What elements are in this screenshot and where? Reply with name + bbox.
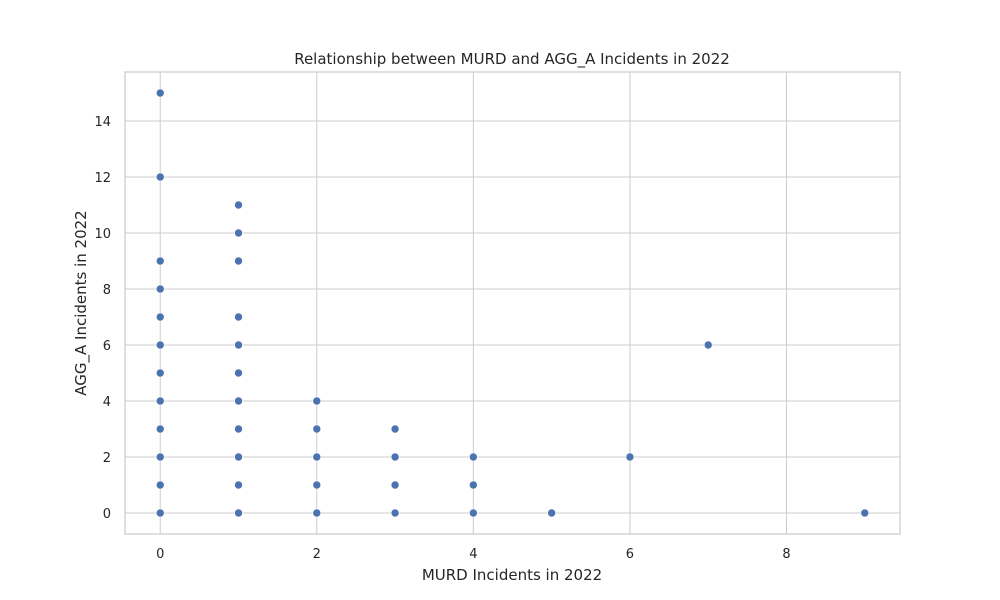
data-point [155, 312, 165, 322]
data-point [155, 508, 165, 518]
data-point [234, 340, 243, 350]
data-point [155, 256, 165, 266]
data-point [155, 284, 165, 294]
data-point [155, 172, 165, 182]
data-point [234, 452, 243, 462]
data-point [155, 368, 165, 378]
data-point [234, 396, 243, 406]
data-point [390, 424, 400, 434]
data-point [155, 480, 165, 490]
x-tick-label: 4 [469, 547, 477, 562]
x-tick-label: 8 [782, 547, 790, 562]
data-point [469, 508, 478, 518]
data-point [155, 88, 165, 98]
y-tick-label: 12 [94, 171, 111, 186]
y-tick-label: 4 [103, 395, 111, 410]
data-points [155, 88, 870, 518]
data-point [234, 368, 243, 378]
data-point [860, 508, 870, 518]
x-tick-labels: 0 2 4 6 8 [156, 547, 791, 562]
data-point [469, 480, 478, 490]
data-point [234, 312, 243, 322]
data-point [234, 424, 243, 434]
data-point [312, 452, 322, 462]
data-point [155, 424, 165, 434]
data-point [234, 228, 243, 238]
data-point [234, 200, 243, 210]
x-tick-label: 2 [313, 547, 321, 562]
data-point [703, 340, 713, 350]
y-tick-label: 2 [103, 451, 111, 466]
y-tick-label: 14 [94, 115, 111, 130]
data-point [390, 508, 400, 518]
y-tick-label: 10 [94, 227, 111, 242]
data-point [312, 424, 322, 434]
data-point [234, 480, 243, 490]
y-tick-labels: 0 2 4 6 8 10 12 14 [94, 115, 111, 522]
data-point [155, 452, 165, 462]
x-tick-label: 6 [626, 547, 634, 562]
data-point [390, 480, 400, 490]
data-point [234, 256, 243, 266]
x-axis-label: MURD Incidents in 2022 [422, 566, 602, 584]
data-point [155, 396, 165, 406]
data-point [312, 396, 322, 406]
data-point [234, 508, 243, 518]
data-point [312, 508, 322, 518]
data-point [312, 480, 322, 490]
y-tick-label: 6 [103, 339, 111, 354]
chart-title: Relationship between MURD and AGG_A Inci… [294, 50, 730, 69]
data-point [390, 452, 400, 462]
plot-frame [124, 71, 901, 535]
y-axis-label: AGG_A Incidents in 2022 [72, 210, 91, 395]
y-tick-label: 0 [103, 507, 111, 522]
data-point [155, 340, 165, 350]
data-point [625, 452, 635, 462]
x-tick-label: 0 [156, 547, 164, 562]
data-point [547, 508, 556, 518]
data-point [469, 452, 478, 462]
grid-lines [125, 72, 900, 534]
y-tick-label: 8 [103, 283, 111, 298]
